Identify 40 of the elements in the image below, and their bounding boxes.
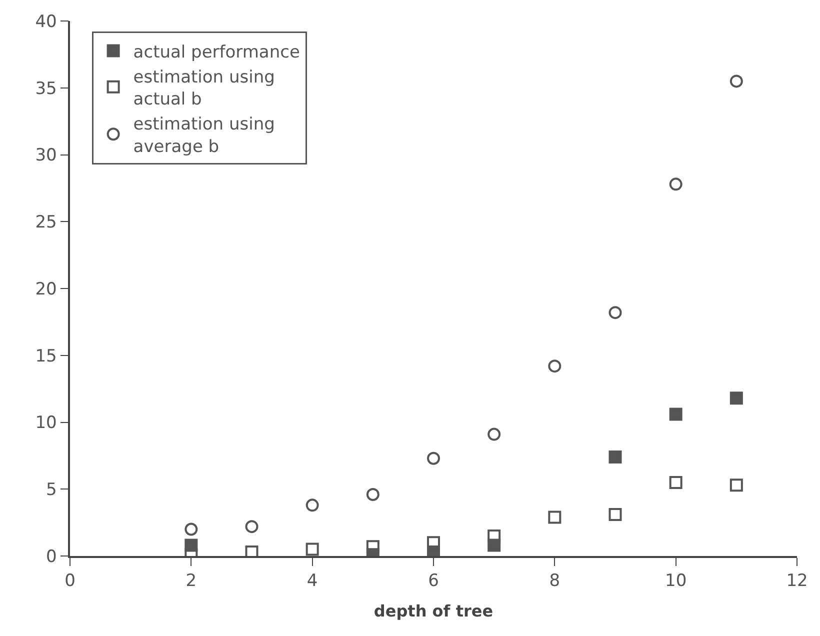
legend-label: estimation using average b bbox=[133, 114, 275, 157]
point bbox=[730, 74, 743, 88]
y-tick-label: 20 bbox=[35, 279, 57, 300]
x-tick-label: 6 bbox=[428, 571, 439, 592]
y-tick-label: 30 bbox=[35, 146, 57, 166]
point bbox=[306, 498, 319, 512]
x-tick-label: 0 bbox=[64, 571, 76, 592]
point bbox=[548, 360, 562, 373]
point bbox=[427, 452, 440, 465]
x-axis-title: depth of tree bbox=[374, 601, 494, 620]
x-tick-label: 2 bbox=[186, 571, 197, 592]
point bbox=[184, 522, 198, 536]
point bbox=[669, 408, 682, 421]
y-tick-label: 25 bbox=[35, 212, 57, 233]
x-tick-label: 12 bbox=[786, 571, 808, 592]
point bbox=[730, 478, 743, 492]
x-tick-label: 4 bbox=[306, 571, 318, 592]
point bbox=[245, 520, 258, 534]
point bbox=[669, 476, 682, 489]
point bbox=[306, 542, 319, 556]
y-tick-label: 5 bbox=[46, 480, 57, 500]
point bbox=[608, 306, 622, 320]
legend-label: actual performance bbox=[133, 42, 300, 62]
point bbox=[608, 450, 622, 464]
point bbox=[608, 508, 622, 522]
point bbox=[366, 488, 380, 501]
point bbox=[245, 545, 258, 556]
y-tick-label: 0 bbox=[46, 546, 57, 567]
y-tick-label: 10 bbox=[35, 413, 57, 434]
point bbox=[669, 178, 682, 191]
point bbox=[488, 529, 501, 542]
x-tick-label: 10 bbox=[665, 571, 687, 592]
point bbox=[488, 428, 501, 441]
y-tick-label: 40 bbox=[35, 12, 57, 32]
y-tick-label: 35 bbox=[35, 78, 57, 99]
point bbox=[548, 510, 562, 524]
point bbox=[730, 392, 743, 405]
point bbox=[366, 540, 380, 554]
y-tick-label: 15 bbox=[35, 346, 57, 366]
x-tick-label: 8 bbox=[549, 571, 560, 592]
